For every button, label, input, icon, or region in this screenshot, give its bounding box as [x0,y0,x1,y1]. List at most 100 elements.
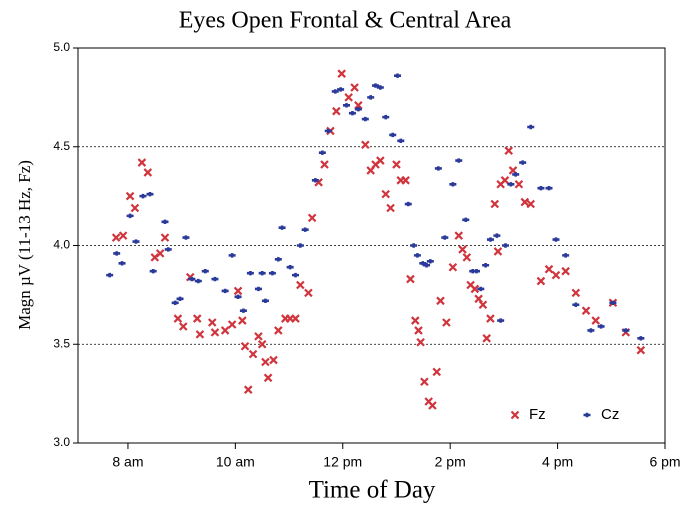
data-point [392,160,401,169]
data-point [449,182,457,187]
data-point [194,278,202,284]
data-point [361,116,369,122]
data-point [493,247,503,256]
data-point [161,219,169,224]
data-point [544,264,554,274]
data-point [248,349,258,359]
data-point [410,316,420,325]
data-point [274,326,283,335]
data-point [376,85,384,90]
data-point [434,166,442,171]
data-point [130,203,140,213]
data-point [137,158,147,167]
data-point [609,300,617,305]
data-point [261,357,270,367]
data-point [195,330,205,339]
data-point [254,332,263,341]
data-point [292,272,300,278]
y-axis-label: Magn µV (11-13 Hz, Fz) [15,160,34,330]
data-point [318,150,326,155]
data-point [220,326,230,335]
data-point [118,231,128,240]
data-point [207,318,217,327]
data-point [263,373,273,383]
x-axis-label: Time of Day [309,477,436,504]
data-point [455,158,463,163]
data-point [587,328,595,333]
data-point [436,296,445,306]
data-point [493,233,501,238]
data-point [397,138,405,144]
data-point [118,261,126,266]
legend-label: Cz [601,406,619,423]
data-point [526,199,536,209]
data-point [201,268,209,274]
data-point [519,160,527,165]
data-point [482,263,490,268]
data-point [504,146,513,155]
data-point [240,341,250,351]
data-point [551,270,561,280]
data-point [454,231,464,240]
data-point [171,300,179,305]
data-point [477,286,485,292]
data-point [268,270,276,276]
data-point [636,345,646,355]
data-point [486,314,495,323]
data-point [414,326,423,335]
data-point [571,288,581,298]
data-point [337,69,346,78]
data-point [332,106,341,116]
chart-title: Eyes Open Frontal & Central Area [179,8,512,34]
data-point [527,124,535,130]
data-point [307,213,317,223]
data-point [497,318,505,323]
data-point [354,100,363,110]
x-tick-label: 8 am [112,454,143,470]
data-point [188,276,196,282]
data-point [410,243,418,248]
data-point [376,156,385,165]
data-point [536,276,546,286]
data-point [354,107,362,112]
data-point [311,178,319,183]
data-point [458,245,467,254]
data-point [381,189,391,199]
data-point [301,227,309,232]
data-point [394,73,402,78]
data-point [176,296,184,302]
data-point [500,176,510,185]
data-point [361,140,370,150]
data-point [211,276,219,282]
data-point [221,288,229,294]
data-point [125,191,135,201]
data-point [143,168,153,177]
data-point [572,302,580,307]
data-point [581,306,591,315]
data-point [348,110,356,116]
data-point [337,87,345,92]
data-point [269,355,278,365]
x-tick-label: 12 pm [323,454,362,470]
data-point [106,272,114,278]
data-point [164,247,172,252]
data-point [146,191,154,197]
data-point [278,225,286,230]
data-point [561,266,570,276]
data-point [462,253,472,262]
data-point [291,314,300,323]
data-point [274,257,282,262]
data-point [132,239,140,244]
data-point [126,213,134,219]
data-point [155,249,165,258]
data-point [406,274,415,284]
data-point [462,217,470,223]
data-point [331,89,339,94]
x-tick-label: 2 pm [435,454,466,470]
data-point [228,253,236,258]
y-tick-label: 4.0 [53,238,70,252]
data-point [486,237,494,242]
data-point [545,186,553,191]
data-point [474,294,483,304]
